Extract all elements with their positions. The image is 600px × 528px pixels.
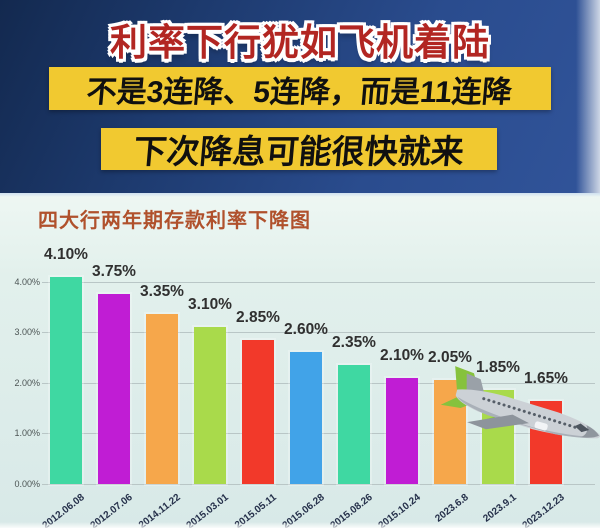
bar [194,327,226,484]
bar-value-label: 3.10% [188,296,232,314]
bar [98,294,130,484]
airplane-cockpit-window [574,423,590,433]
bottom-edge-blur [0,522,600,528]
y-axis-tick-label: 2.00% [14,377,40,388]
main-title: 利率下行犹如飞机着陆 [110,22,490,63]
bar-value-label: 2.10% [380,346,424,364]
bar [386,377,418,484]
y-axis-tick-label: 0.00% [14,479,40,489]
bar-value-label: 3.35% [140,283,184,301]
airplane-nose [581,425,600,438]
bar-value-label: 2.85% [236,308,280,326]
gridline [42,484,595,485]
y-axis-tick-label: 3.00% [14,327,40,338]
bar-value-label: 3.75% [92,263,136,281]
y-axis-tick-label: 4.00% [14,276,40,287]
chart-title: 四大行两年期存款利率下降图 [38,210,311,232]
bar-value-label: 1.85% [476,359,520,377]
airplane-door [534,421,548,431]
airplane-windows [482,397,577,429]
banner-line-1: 不是3连降、5连降，而是11连降 [49,67,551,110]
bar [242,339,274,484]
airplane-wing-gray [467,414,529,430]
panel-top-strip [0,193,600,197]
bar [50,276,82,484]
bar-value-label: 1.65% [524,369,568,387]
bar-value-label: 2.60% [284,321,328,339]
bar [338,365,370,484]
gridline [42,332,595,334]
header-edge-fade [576,0,600,193]
bar-value-label: 2.05% [428,349,472,367]
banner-line-2: 下次降息可能很快就来 [101,128,497,170]
y-axis-tick-label: 1.00% [14,428,40,439]
airplane-icon [440,366,600,439]
airplane-fuselage [455,389,600,439]
bar [290,352,322,484]
header-section: 利率下行犹如飞机着陆 不是3连降、5连降，而是11连降 下次降息可能很快就来 [0,0,600,193]
bar-value-label: 4.10% [44,245,88,263]
gridline [42,281,595,283]
bar [146,314,178,484]
bar-value-label: 2.35% [332,334,376,352]
